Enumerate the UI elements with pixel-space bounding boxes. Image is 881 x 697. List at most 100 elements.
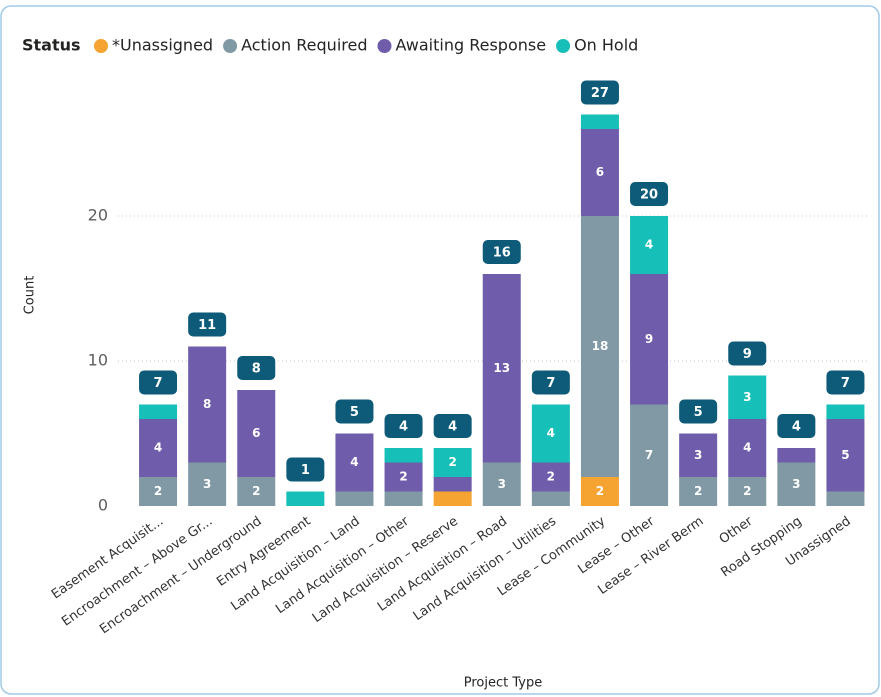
total-label: 7 bbox=[841, 376, 850, 391]
legend-label: On Hold bbox=[574, 36, 638, 55]
y-axis-title: Count bbox=[23, 276, 38, 315]
bar-segment bbox=[384, 448, 423, 463]
segment-label: 4 bbox=[350, 455, 358, 469]
bar-segment bbox=[580, 114, 619, 129]
bar-segment bbox=[826, 404, 865, 419]
total-label: 7 bbox=[154, 376, 163, 391]
total-badge bbox=[728, 341, 767, 366]
total-badge bbox=[580, 80, 619, 105]
bar-segment bbox=[433, 448, 472, 477]
total-badge bbox=[139, 370, 178, 395]
segment-label: 5 bbox=[841, 448, 849, 462]
total-badge bbox=[433, 414, 472, 438]
y-tick-label: 0 bbox=[98, 496, 108, 515]
legend-swatch bbox=[377, 39, 392, 53]
bar-segment bbox=[679, 433, 718, 477]
total-badge bbox=[630, 182, 669, 206]
segment-label: 2 bbox=[596, 484, 604, 498]
bar-segment bbox=[777, 448, 816, 463]
total-badge bbox=[482, 240, 521, 264]
bar-segment bbox=[826, 419, 865, 492]
total-badge bbox=[286, 457, 325, 482]
bar-segment bbox=[531, 491, 570, 506]
bar-segment bbox=[728, 375, 767, 419]
total-label: 5 bbox=[350, 405, 359, 420]
bar-segment bbox=[335, 433, 374, 492]
bar-segment bbox=[531, 462, 570, 492]
segment-label: 3 bbox=[694, 448, 702, 462]
segment-label: 8 bbox=[203, 397, 211, 411]
legend-title: Status bbox=[22, 36, 81, 55]
x-axis-title: Project Type bbox=[464, 676, 542, 691]
bar-segment bbox=[482, 274, 521, 463]
segment-label: 3 bbox=[498, 477, 506, 491]
segment-label: 4 bbox=[154, 441, 162, 455]
legend-label: Awaiting Response bbox=[395, 36, 546, 55]
y-tick-label: 20 bbox=[88, 206, 108, 225]
bar-segment bbox=[580, 216, 619, 477]
segment-label: 7 bbox=[645, 448, 653, 462]
y-tick-label: 10 bbox=[88, 351, 108, 370]
total-badge bbox=[237, 356, 276, 380]
total-label: 9 bbox=[743, 347, 752, 362]
total-badge bbox=[777, 414, 816, 438]
segment-label: 9 bbox=[645, 332, 653, 346]
segment-label: 18 bbox=[592, 339, 609, 353]
legend-swatch bbox=[223, 39, 238, 53]
bar-segment bbox=[580, 129, 619, 216]
bar-segment bbox=[826, 491, 865, 506]
segment-label: 6 bbox=[252, 426, 260, 440]
legend-swatch bbox=[94, 39, 108, 53]
total-label: 1 bbox=[301, 463, 310, 478]
total-label: 16 bbox=[493, 246, 511, 261]
segment-label: 2 bbox=[694, 484, 702, 498]
bar-segment bbox=[139, 477, 178, 506]
bar-segment bbox=[482, 462, 521, 506]
total-label: 4 bbox=[792, 420, 801, 435]
bar-segment bbox=[139, 419, 178, 477]
total-badge bbox=[188, 312, 227, 337]
bar-segment bbox=[286, 491, 325, 506]
total-label: 8 bbox=[252, 362, 261, 377]
bar-segment bbox=[335, 491, 374, 506]
bar-segment bbox=[531, 404, 570, 463]
bar-segment bbox=[580, 477, 619, 506]
bar-segment bbox=[139, 404, 178, 419]
legend-label: *Unassigned bbox=[112, 36, 213, 55]
bar-segment bbox=[630, 216, 669, 274]
segment-label: 3 bbox=[792, 477, 800, 491]
bar-segment bbox=[679, 477, 718, 506]
bar-segment bbox=[728, 477, 767, 506]
legend-swatch bbox=[556, 39, 571, 53]
total-badge bbox=[335, 399, 374, 424]
total-label: 5 bbox=[694, 405, 703, 420]
bar-segment bbox=[237, 390, 276, 477]
segment-label: 2 bbox=[448, 455, 456, 469]
bar-segment bbox=[433, 491, 472, 506]
segment-label: 13 bbox=[493, 361, 510, 375]
total-badge bbox=[384, 414, 423, 438]
legend-label: Action Required bbox=[241, 36, 367, 55]
bar-segment bbox=[188, 462, 227, 506]
card bbox=[0, 5, 880, 695]
segment-label: 4 bbox=[645, 238, 653, 252]
bar-segment bbox=[630, 274, 669, 405]
bar-segment bbox=[433, 477, 472, 492]
bar-segment bbox=[630, 404, 669, 506]
segment-label: 6 bbox=[596, 165, 604, 179]
total-label: 20 bbox=[640, 188, 658, 203]
total-label: 4 bbox=[448, 420, 457, 435]
bar-segment bbox=[384, 491, 423, 506]
bar-segment bbox=[237, 477, 276, 506]
total-label: 4 bbox=[399, 420, 408, 435]
total-label: 27 bbox=[591, 86, 609, 101]
total-label: 11 bbox=[198, 318, 216, 333]
total-badge bbox=[826, 370, 865, 395]
segment-label: 2 bbox=[252, 484, 260, 498]
segment-label: 2 bbox=[743, 484, 751, 498]
bar-segment bbox=[728, 419, 767, 477]
segment-label: 4 bbox=[547, 426, 555, 440]
segment-label: 4 bbox=[743, 441, 751, 455]
segment-label: 2 bbox=[399, 470, 407, 484]
